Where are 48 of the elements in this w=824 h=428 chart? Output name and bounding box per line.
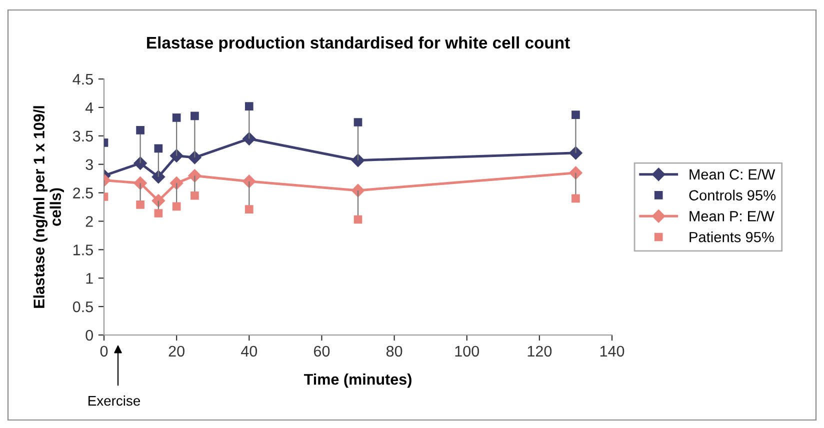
point (136, 200, 144, 209)
point (244, 205, 254, 214)
legend-label: Controls 95% (689, 190, 776, 200)
point (242, 132, 256, 146)
legend-label: Mean C: E/W (690, 168, 776, 180)
point (190, 191, 199, 200)
y-axis-title: Elastase (ng/ml per 1 x 109/l cells) (33, 106, 64, 308)
y-tick-label: 0.5 (72, 301, 93, 312)
point (351, 154, 365, 167)
point (244, 102, 254, 110)
x-tick-label: 100 (455, 346, 480, 357)
y-tick-label: 4 (85, 102, 94, 113)
x-tick-label: 60 (314, 346, 330, 357)
y-tick-label: 3 (86, 159, 93, 170)
x-tick-label: 120 (528, 346, 552, 357)
legend-label: Patients 95% (690, 232, 774, 242)
x-tick-label: 0 (100, 346, 108, 357)
y-tick-label: 2.5 (73, 188, 93, 198)
legend-label: Mean P: E/W (690, 210, 774, 222)
x-tick-label: 40 (241, 346, 258, 357)
point (154, 144, 163, 153)
point (152, 194, 166, 208)
point (136, 126, 144, 134)
point (172, 114, 181, 122)
point (170, 149, 184, 162)
y-tick-label: 1 (86, 273, 93, 284)
point (572, 194, 580, 203)
y-tick-label: 0 (86, 330, 93, 341)
point (154, 209, 163, 218)
point (152, 170, 166, 184)
point (242, 174, 256, 188)
y-tick-label: 4.5 (72, 74, 93, 85)
x-tick-label: 140 (600, 346, 624, 357)
x-tick-label: 20 (168, 346, 184, 357)
x-tick-label: 80 (386, 346, 402, 357)
point (351, 184, 365, 198)
point (354, 118, 362, 126)
point (190, 112, 199, 120)
y-tick-label: 3.5 (72, 130, 93, 142)
point (170, 176, 184, 190)
x-axis-title: Time (minutes) (304, 374, 412, 388)
y-tick-label: 1.5 (74, 244, 93, 256)
chart-title: Elastase production standardised for white cell count (147, 36, 570, 52)
point (354, 215, 362, 224)
text: Exercise (88, 396, 140, 406)
y-tick-label: 2 (86, 216, 93, 227)
point (172, 202, 181, 211)
point (572, 110, 580, 120)
